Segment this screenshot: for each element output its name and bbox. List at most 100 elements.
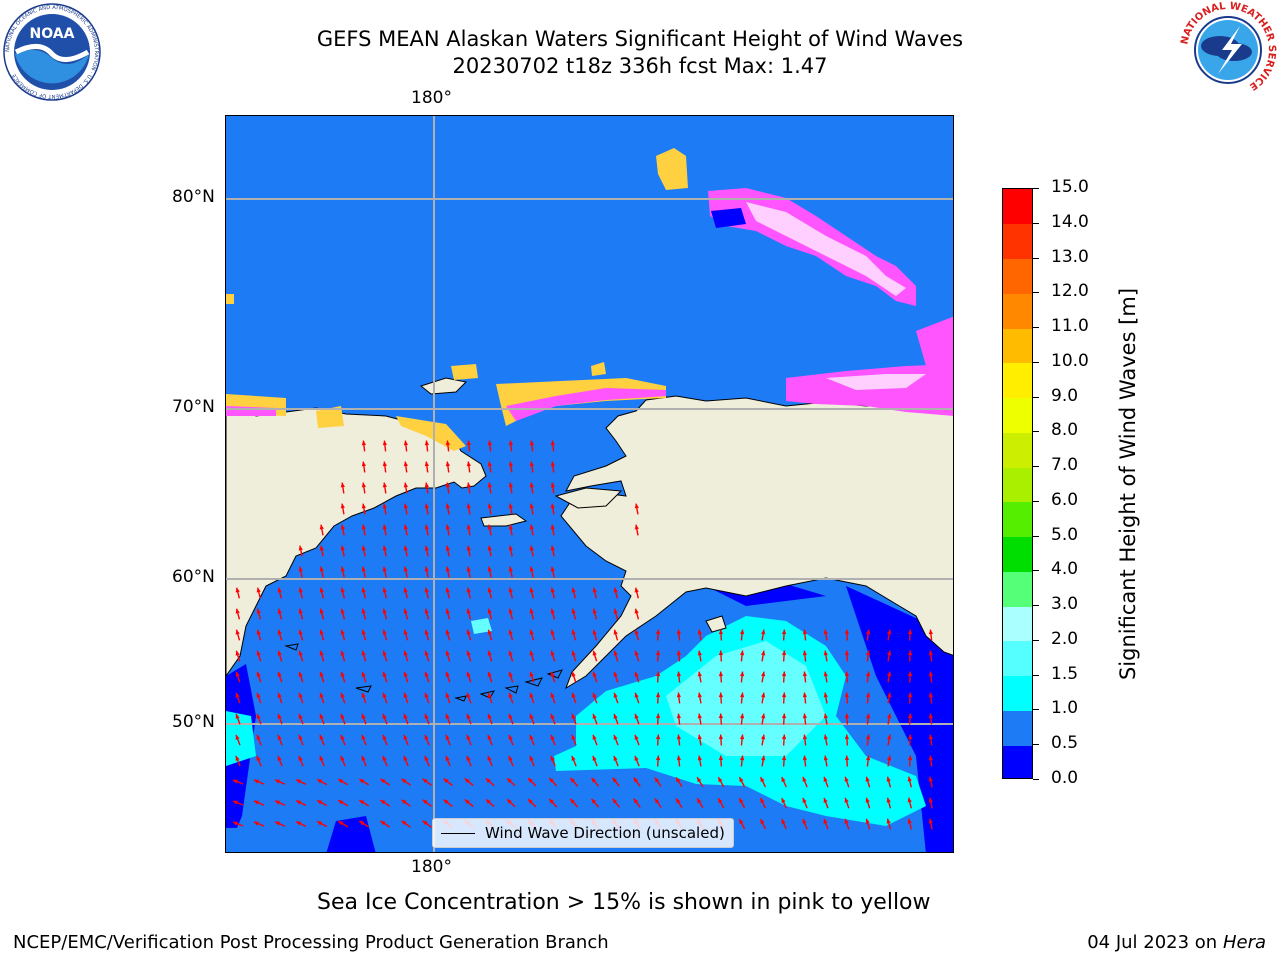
wind-wave-arrowhead [319, 713, 324, 719]
wind-wave-arrowhead [697, 650, 702, 656]
wind-wave-arrowhead [529, 671, 534, 677]
wind-wave-arrowhead [424, 482, 430, 488]
sea-ice [226, 148, 953, 451]
land-st-lawrence-island [480, 513, 528, 527]
wind-wave-arrowhead [466, 650, 471, 656]
wind-wave-arrowhead [508, 671, 513, 677]
wind-wave-arrowhead [718, 734, 724, 740]
wind-wave-arrowhead [382, 671, 387, 677]
wind-wave-arrowhead [508, 608, 513, 614]
wind-wave-arrowhead [361, 545, 366, 551]
wind-wave-arrowhead [232, 821, 238, 826]
wind-wave-arrowhead [739, 777, 744, 783]
wind-wave-arrowhead [253, 779, 259, 784]
wind-wave-arrowhead [382, 524, 387, 530]
wind-wave-arrowhead [361, 629, 366, 635]
wind-wave-arrowhead [319, 608, 324, 614]
wind-wave-arrowhead [361, 608, 366, 614]
wind-wave-arrowhead [613, 713, 618, 719]
wind-wave-arrowhead [739, 692, 745, 698]
wind-wave-arrowhead [571, 650, 576, 656]
wind-wave-arrowhead [718, 755, 724, 761]
colorbar-ticks: 0.0 0.5 1.0 1.5 2.0 3.0 4.0 5.0 6.0 7.0 8.0 9.0 10.0… [1033, 177, 1103, 788]
wind-wave-arrowhead [445, 629, 450, 635]
wind-wave-arrowhead [424, 608, 429, 614]
wind-wave-arrowhead [907, 755, 913, 761]
wind-wave-arrowhead [508, 524, 513, 530]
wind-wave-arrowhead [928, 650, 934, 656]
wind-wave-arrowhead [445, 734, 450, 740]
wind-wave-arrowhead [739, 734, 745, 740]
wind-wave-arrowhead [256, 734, 261, 740]
wind-wave-arrowhead [886, 818, 891, 824]
wind-wave-arrowhead [887, 755, 892, 761]
wind-wave-arrowhead [256, 713, 261, 719]
wind-wave-arrowhead [550, 524, 555, 530]
wind-wave-arrowhead [928, 776, 933, 782]
wind-wave-arrowhead [529, 440, 535, 446]
wind-wave-arrowhead [676, 734, 682, 740]
wind-wave-arrowhead [718, 629, 724, 635]
wind-wave-arrowhead [592, 671, 597, 677]
colorbar-segment [1003, 189, 1032, 225]
wind-wave-arrowhead [296, 821, 302, 826]
wind-wave-arrowhead [802, 734, 808, 740]
map-canvas [226, 116, 953, 852]
wind-wave-arrowhead [613, 629, 618, 635]
wind-wave-arrowhead [256, 671, 261, 677]
wind-wave-arrowhead [865, 734, 871, 740]
wind-wave-arrowhead [277, 734, 282, 740]
wind-wave-arrowhead [823, 818, 828, 824]
colorbar-segment [1003, 640, 1032, 677]
colorbar-tick-label: 9.0 [1051, 385, 1079, 406]
wind-wave-arrowhead [655, 734, 661, 740]
wind-wave-arrowhead [550, 482, 556, 488]
wind-wave-arrowhead [298, 734, 303, 740]
wind-wave-arrowhead [382, 587, 387, 593]
wind-wave-arrowhead [403, 734, 408, 740]
wind-wave-arrowhead [340, 713, 345, 719]
wind-wave-arrowhead [907, 671, 913, 677]
colorbar-tick-label: 5.0 [1051, 524, 1079, 545]
ocean-low-east [846, 586, 953, 852]
wind-wave-arrowhead [823, 776, 828, 782]
wind-wave-arrowhead [739, 650, 745, 656]
map-legend: Wind Wave Direction (unscaled) [432, 818, 734, 848]
wind-wave-arrowhead [571, 734, 576, 740]
wind-wave-arrowhead [591, 798, 597, 804]
wind-wave-arrowhead [634, 755, 639, 761]
wind-wave-arrowhead [550, 671, 555, 677]
wind-wave-arrowhead [571, 671, 576, 677]
lat-label-50n: 50°N [172, 712, 215, 732]
wind-wave-arrowhead [466, 503, 471, 509]
wind-wave-arrowhead [340, 503, 345, 509]
wind-wave-arrowhead [277, 587, 282, 593]
colorbar-segment [1003, 397, 1032, 433]
wind-wave-arrowhead [338, 779, 344, 784]
wind-wave-arrowhead [865, 755, 871, 761]
wind-wave-arrowhead [529, 755, 534, 761]
wind-wave-arrowhead [507, 799, 512, 804]
wind-wave-arrowhead [424, 545, 429, 551]
wind-wave-arrowhead [739, 671, 745, 677]
wind-wave-arrowhead [528, 799, 533, 804]
colorbar-segment [1003, 432, 1032, 468]
wind-wave-arrowhead [256, 608, 261, 614]
wind-wave-arrowhead [634, 524, 639, 530]
wind-wave-arrowhead [655, 650, 661, 656]
wind-wave-arrowhead [403, 566, 408, 572]
wind-wave-arrowhead [802, 755, 808, 761]
wind-wave-arrowhead [487, 713, 492, 719]
wind-wave-arrowhead [382, 692, 387, 698]
wind-wave-arrowhead [445, 587, 450, 593]
lat-label-80n: 80°N [172, 187, 215, 207]
wind-wave-arrowhead [655, 692, 661, 698]
colorbar-tick-label: 6.0 [1051, 489, 1079, 510]
wind-wave-arrowhead [361, 461, 367, 467]
legend-label: Wind Wave Direction (unscaled) [485, 824, 725, 842]
wind-wave-arrowhead [487, 545, 492, 551]
wind-wave-arrowhead [424, 566, 429, 572]
wind-wave-arrowhead [466, 524, 471, 530]
wind-wave-arrowhead [844, 755, 850, 761]
wind-wave-arrowhead [739, 798, 744, 804]
